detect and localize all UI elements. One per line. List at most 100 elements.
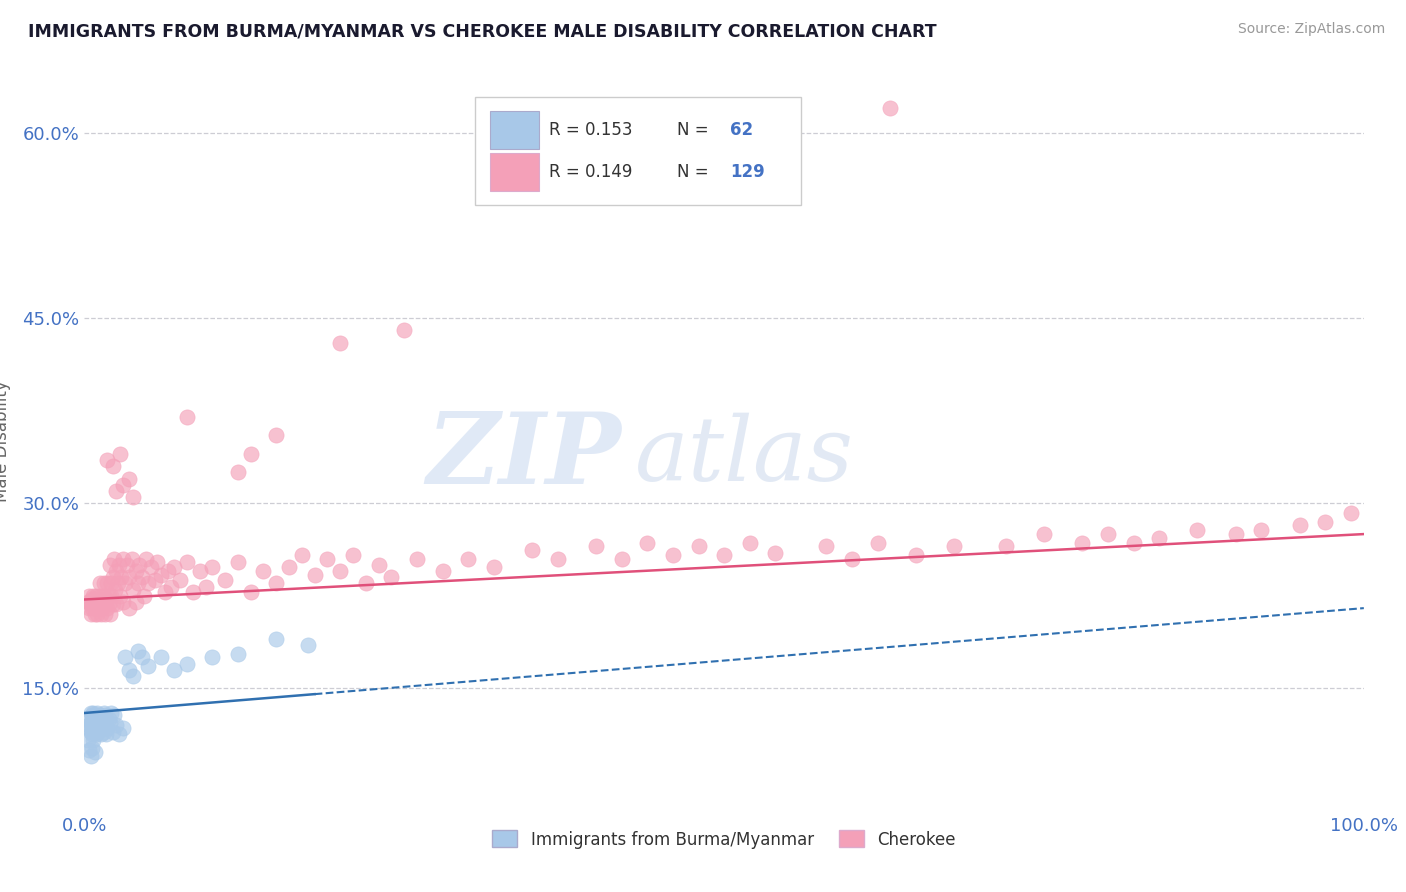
Point bbox=[239, 447, 262, 461]
Point bbox=[108, 727, 131, 741]
Point bbox=[97, 712, 120, 726]
Point bbox=[482, 560, 505, 574]
Point bbox=[91, 592, 114, 607]
Point bbox=[100, 706, 122, 720]
Point bbox=[122, 582, 145, 597]
Point bbox=[111, 477, 134, 491]
Point bbox=[135, 551, 157, 566]
Point bbox=[124, 595, 146, 609]
Point bbox=[90, 598, 112, 612]
Point bbox=[114, 576, 136, 591]
Point bbox=[82, 712, 104, 726]
Point bbox=[80, 592, 103, 607]
Point bbox=[96, 601, 118, 615]
Text: ZIP: ZIP bbox=[427, 409, 621, 505]
Point bbox=[150, 650, 173, 665]
Point bbox=[80, 708, 103, 723]
Point bbox=[115, 558, 138, 572]
Point bbox=[156, 564, 179, 578]
Point bbox=[131, 570, 153, 584]
Point bbox=[146, 556, 169, 570]
Point bbox=[87, 601, 110, 615]
Text: N =: N = bbox=[676, 163, 714, 181]
Text: 129: 129 bbox=[731, 163, 765, 181]
Point bbox=[93, 724, 115, 739]
Point bbox=[1187, 524, 1209, 538]
Point bbox=[79, 721, 101, 735]
Point bbox=[1147, 531, 1170, 545]
Point bbox=[82, 721, 104, 735]
Point bbox=[80, 598, 103, 612]
Point bbox=[520, 543, 543, 558]
Point bbox=[107, 576, 129, 591]
Point bbox=[108, 558, 131, 572]
Point bbox=[87, 592, 110, 607]
Point bbox=[1288, 518, 1310, 533]
Point bbox=[103, 551, 125, 566]
Point bbox=[105, 564, 128, 578]
Point bbox=[105, 598, 128, 612]
Point bbox=[89, 589, 111, 603]
Point bbox=[83, 746, 105, 760]
Y-axis label: Male Disability: Male Disability bbox=[0, 381, 11, 502]
Point bbox=[89, 708, 111, 723]
Point bbox=[93, 589, 115, 603]
Point bbox=[143, 573, 166, 587]
Point bbox=[79, 743, 101, 757]
Point bbox=[104, 582, 127, 597]
Point bbox=[181, 585, 204, 599]
Point bbox=[94, 708, 117, 723]
Text: IMMIGRANTS FROM BURMA/MYANMAR VS CHEROKEE MALE DISABILITY CORRELATION CHART: IMMIGRANTS FROM BURMA/MYANMAR VS CHEROKE… bbox=[28, 22, 936, 40]
Point bbox=[176, 556, 198, 570]
Point bbox=[1071, 535, 1094, 549]
Point bbox=[610, 551, 633, 566]
Point bbox=[118, 570, 141, 584]
Point bbox=[80, 607, 103, 622]
Point bbox=[367, 558, 389, 572]
Point bbox=[87, 715, 110, 730]
Point bbox=[316, 551, 339, 566]
Point bbox=[80, 724, 103, 739]
Point bbox=[201, 650, 224, 665]
Point bbox=[264, 428, 288, 442]
Point bbox=[329, 564, 352, 578]
Point bbox=[101, 459, 124, 474]
Point bbox=[662, 548, 685, 562]
Point bbox=[713, 548, 735, 562]
Point bbox=[84, 718, 107, 732]
Point bbox=[866, 535, 889, 549]
Text: 62: 62 bbox=[731, 120, 754, 139]
Point bbox=[943, 540, 966, 554]
Point bbox=[91, 712, 114, 726]
Point bbox=[127, 644, 149, 658]
Point bbox=[97, 598, 120, 612]
Point bbox=[101, 598, 124, 612]
Point bbox=[226, 647, 249, 661]
Point bbox=[124, 564, 146, 578]
Point bbox=[111, 721, 134, 735]
Legend: Immigrants from Burma/Myanmar, Cherokee: Immigrants from Burma/Myanmar, Cherokee bbox=[486, 823, 962, 855]
Point bbox=[110, 570, 132, 584]
Point bbox=[118, 601, 141, 615]
Point bbox=[79, 589, 101, 603]
Point bbox=[394, 324, 416, 338]
Text: R = 0.153: R = 0.153 bbox=[548, 120, 633, 139]
Point bbox=[329, 335, 352, 350]
Point bbox=[89, 576, 111, 591]
Point bbox=[169, 573, 191, 587]
Point bbox=[1250, 524, 1272, 538]
Point bbox=[80, 718, 103, 732]
Point bbox=[841, 551, 863, 566]
Point bbox=[138, 659, 160, 673]
Point bbox=[89, 718, 111, 732]
Point bbox=[98, 715, 121, 730]
Point bbox=[96, 576, 118, 591]
Point bbox=[87, 724, 110, 739]
Point bbox=[96, 453, 118, 467]
Point bbox=[1315, 515, 1337, 529]
Point bbox=[150, 567, 173, 582]
Point bbox=[122, 490, 145, 504]
Point bbox=[297, 638, 319, 652]
Point bbox=[94, 727, 117, 741]
Point bbox=[1032, 527, 1054, 541]
